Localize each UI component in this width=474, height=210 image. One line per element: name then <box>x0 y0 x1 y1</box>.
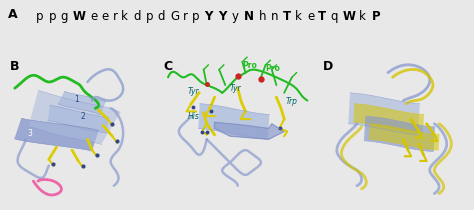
Text: C: C <box>164 60 173 73</box>
Text: g: g <box>61 10 68 23</box>
Text: D: D <box>323 60 333 73</box>
Text: Pro: Pro <box>265 64 281 73</box>
Text: p: p <box>146 10 153 23</box>
Text: r: r <box>183 10 188 23</box>
Text: G: G <box>170 10 179 23</box>
Text: q: q <box>330 10 337 23</box>
Text: Trp: Trp <box>286 97 298 106</box>
Text: e: e <box>101 10 109 23</box>
Text: e: e <box>90 10 97 23</box>
Text: Pro: Pro <box>242 61 257 70</box>
Text: Tyr: Tyr <box>230 84 242 93</box>
Polygon shape <box>58 91 106 115</box>
Text: p: p <box>48 10 56 23</box>
Polygon shape <box>198 104 269 139</box>
Text: P: P <box>372 10 380 23</box>
Polygon shape <box>364 116 435 152</box>
Text: His: His <box>188 112 200 121</box>
Text: k: k <box>295 10 301 23</box>
Polygon shape <box>215 122 284 139</box>
Text: e: e <box>307 10 314 23</box>
Text: W: W <box>73 10 86 23</box>
Text: r: r <box>112 10 118 23</box>
Polygon shape <box>353 104 424 133</box>
Text: T: T <box>283 10 291 23</box>
Polygon shape <box>48 105 109 133</box>
Text: N: N <box>244 10 254 23</box>
Text: B: B <box>10 60 19 73</box>
Text: Y: Y <box>218 10 226 23</box>
Text: 2: 2 <box>81 112 85 121</box>
Text: Y: Y <box>204 10 212 23</box>
Polygon shape <box>14 118 99 151</box>
Text: k: k <box>359 10 366 23</box>
Text: p: p <box>191 10 199 23</box>
Text: 3: 3 <box>28 129 33 138</box>
Text: p: p <box>36 10 44 23</box>
Polygon shape <box>28 90 120 144</box>
Text: 1: 1 <box>74 94 79 104</box>
Text: y: y <box>232 10 239 23</box>
Text: d: d <box>133 10 141 23</box>
Text: k: k <box>121 10 128 23</box>
Text: n: n <box>271 10 278 23</box>
Text: d: d <box>158 10 165 23</box>
Text: Tyr: Tyr <box>188 87 200 96</box>
Polygon shape <box>369 124 439 150</box>
Text: h: h <box>258 10 266 23</box>
Text: A: A <box>8 8 18 21</box>
Text: T: T <box>318 10 326 23</box>
Polygon shape <box>348 93 420 135</box>
Text: W: W <box>342 10 355 23</box>
